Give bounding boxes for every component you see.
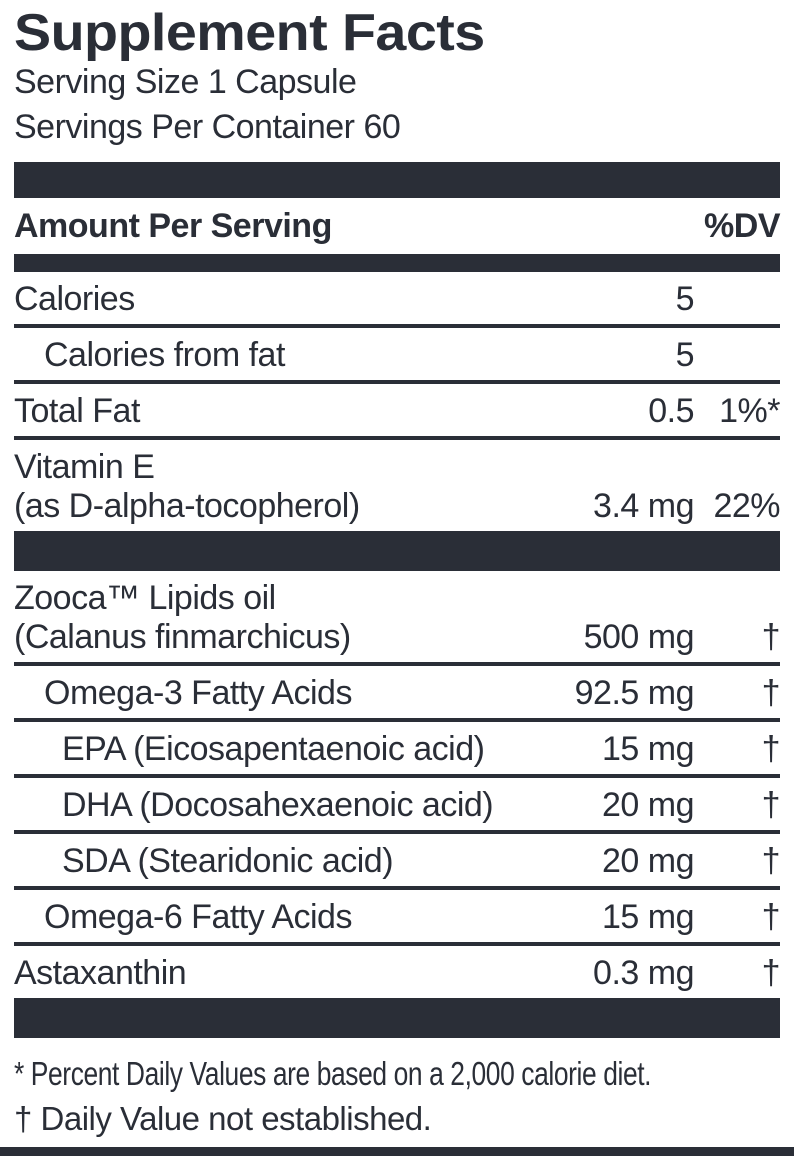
nutrient-row-astaxanthin: Astaxanthin 0.3 mg † [14, 946, 781, 998]
nutrient-amount: 5 [675, 336, 695, 374]
nutrient-name: Zooca™ Lipids oil (Calanus finmarchicus) [14, 579, 351, 656]
nutrient-dv: † [761, 842, 781, 880]
nutrient-name: Astaxanthin [14, 954, 187, 992]
nutrient-amount: 15 mg [602, 898, 695, 936]
footnotes: * Percent Daily Values are based on a 2,… [14, 1038, 780, 1141]
nutrient-row-calories: Calories 5 [14, 272, 780, 324]
nutrient-dv: † [761, 786, 781, 824]
row-divider [14, 662, 780, 666]
section-bar-middle [14, 531, 780, 571]
percent-dv-header: %DV [704, 207, 780, 245]
nutrient-row-calories-from-fat: Calories from fat 5 [14, 328, 780, 380]
nutrient-row-sda: SDA (Stearidonic acid) 20 mg † [14, 834, 781, 886]
nutrient-dv: † [761, 954, 781, 992]
footnote-percent-dv: * Percent Daily Values are based on a 2,… [14, 1055, 652, 1092]
nutrient-row-omega-6: Omega-6 Fatty Acids 15 mg † [14, 890, 781, 942]
nutrient-amount: 500 mg [583, 618, 695, 656]
nutrient-amount: 3.4 mg [593, 487, 694, 525]
nutrient-name: Omega-6 Fatty Acids [44, 898, 352, 936]
nutrient-name: Total Fat [14, 392, 140, 430]
nutrient-amount: 20 mg [602, 842, 695, 880]
row-divider [14, 942, 780, 946]
nutrient-name: DHA (Docosahexaenoic acid) [62, 786, 494, 824]
row-divider [14, 830, 780, 834]
nutrient-name: Vitamin E (as D-alpha-tocopherol) [14, 448, 360, 525]
nutrient-name: EPA (Eicosapentaenoic acid) [62, 730, 485, 768]
nutrient-dv: † [761, 618, 781, 656]
nutrient-dv: † [761, 674, 781, 712]
nutrient-row-zooca-lipids-oil: Zooca™ Lipids oil (Calanus finmarchicus)… [14, 571, 781, 662]
servings-per-container: Servings Per Container 60 [14, 108, 401, 146]
page-title: Supplement Facts [14, 4, 485, 62]
nutrient-row-vitamin-e: Vitamin E (as D-alpha-tocopherol) 3.4 mg… [14, 440, 781, 531]
row-divider [14, 886, 780, 890]
row-divider [14, 718, 780, 722]
section-bar-bottom [14, 998, 780, 1038]
bottom-edge-bar [0, 1147, 794, 1156]
column-header-row: Amount Per Serving %DV [14, 198, 780, 254]
nutrient-name: Omega-3 Fatty Acids [44, 674, 352, 712]
nutrient-amount: 0.5 [648, 392, 694, 430]
row-divider [14, 774, 780, 778]
row-divider [14, 324, 780, 328]
row-divider [14, 380, 780, 384]
nutrient-dv: 1%* [719, 392, 780, 430]
nutrient-amount: 0.3 mg [593, 954, 694, 992]
nutrient-dv: 22% [713, 487, 780, 525]
nutrient-row-omega-3: Omega-3 Fatty Acids 92.5 mg † [14, 666, 781, 718]
nutrient-name: Calories [14, 280, 135, 318]
nutrient-dv: † [761, 898, 781, 936]
nutrient-name: SDA (Stearidonic acid) [62, 842, 394, 880]
nutrient-amount: 20 mg [602, 786, 695, 824]
header-divider-bar [14, 254, 780, 272]
row-divider [14, 436, 780, 440]
nutrient-amount: 92.5 mg [574, 674, 695, 712]
section-bar-top [14, 162, 780, 198]
nutrient-row-epa: EPA (Eicosapentaenoic acid) 15 mg † [14, 722, 781, 774]
amount-per-serving-header: Amount Per Serving [14, 207, 332, 245]
footnote-dv-not-established: † Daily Value not established. [14, 1100, 432, 1137]
nutrient-row-dha: DHA (Docosahexaenoic acid) 20 mg † [14, 778, 781, 830]
nutrient-dv: † [761, 730, 781, 768]
nutrient-row-total-fat: Total Fat 0.5 1%* [14, 384, 781, 436]
nutrient-name: Calories from fat [44, 336, 285, 374]
nutrient-amount: 5 [675, 280, 695, 318]
serving-size: Serving Size 1 Capsule [14, 63, 357, 101]
nutrient-amount: 15 mg [602, 730, 695, 768]
